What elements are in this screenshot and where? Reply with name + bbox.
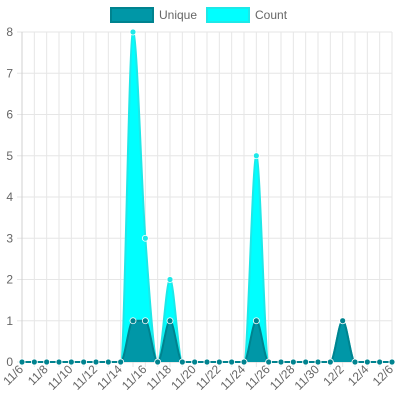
data-point-unique[interactable] [289,358,297,366]
data-point-unique[interactable] [43,358,51,366]
data-point-unique[interactable] [129,317,137,325]
legend-item-count[interactable]: Count [206,7,288,23]
y-tick-label: 6 [6,108,13,122]
data-point-unique[interactable] [166,317,174,325]
legend-label-count: Count [255,8,288,22]
y-tick-label: 1 [6,314,13,328]
data-point-unique[interactable] [240,358,248,366]
data-point-unique[interactable] [154,358,162,366]
data-point-unique[interactable] [92,358,100,366]
data-point-unique[interactable] [326,358,334,366]
data-point-unique[interactable] [351,358,359,366]
legend[interactable]: Unique Count [110,7,288,23]
data-point-unique[interactable] [141,317,149,325]
data-point-unique[interactable] [302,358,310,366]
y-axis-ticks: 0 1 2 3 4 5 6 7 8 [6,25,13,369]
y-tick-label: 4 [6,190,13,204]
data-point-unique[interactable] [339,317,347,325]
y-tick-label: 2 [6,273,13,287]
data-point-unique[interactable] [228,358,236,366]
data-point-count[interactable] [166,276,174,283]
y-tick-label: 7 [6,66,13,80]
x-axis-ticks: 11/611/811/1011/1211/1411/1611/1811/2011… [0,362,396,393]
data-point-unique[interactable] [363,358,371,366]
data-point-unique[interactable] [215,358,223,366]
data-point-unique[interactable] [80,358,88,366]
legend-label-unique: Unique [159,8,197,22]
data-point-count[interactable] [129,28,137,36]
data-point-unique[interactable] [104,358,112,366]
y-tick-label: 3 [6,231,13,245]
data-point-unique[interactable] [18,358,26,366]
data-point-unique[interactable] [203,358,211,366]
legend-swatch-unique [110,7,154,23]
legend-item-unique[interactable]: Unique [110,7,197,23]
data-point-unique[interactable] [30,358,38,366]
data-point-count[interactable] [141,234,149,242]
data-point-unique[interactable] [67,358,75,366]
data-point-unique[interactable] [388,358,396,366]
data-point-count[interactable] [252,152,260,160]
grid [17,31,393,367]
y-tick-label: 0 [6,355,13,369]
y-tick-label: 8 [6,25,13,39]
data-point-unique[interactable] [191,358,199,366]
points-layer [18,28,396,366]
data-point-unique[interactable] [265,358,273,366]
data-point-unique[interactable] [376,358,384,366]
legend-swatch-count [206,7,250,23]
data-point-unique[interactable] [178,358,186,366]
data-point-unique[interactable] [117,358,125,366]
data-point-unique[interactable] [277,358,285,366]
data-point-unique[interactable] [55,358,63,366]
data-point-unique[interactable] [252,317,260,325]
y-tick-label: 5 [6,149,13,163]
data-point-unique[interactable] [314,358,322,366]
